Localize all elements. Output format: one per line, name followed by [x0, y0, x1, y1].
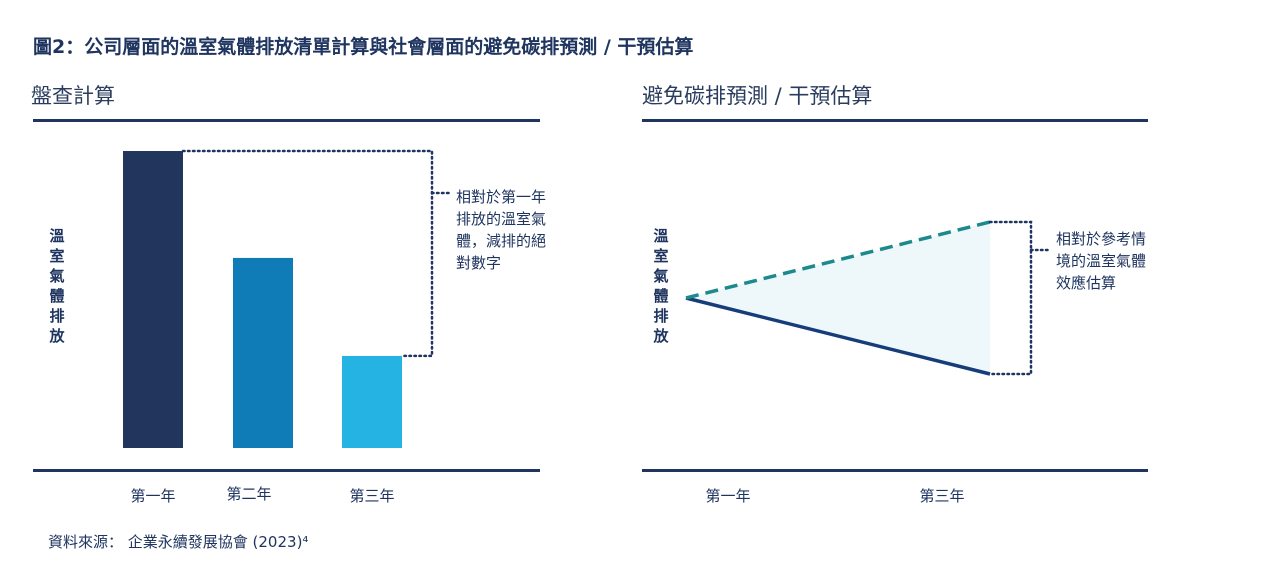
- right-y-axis-label-char: 氣: [653, 267, 669, 285]
- left-y-axis-label-char: 溫: [49, 227, 65, 245]
- left-top-rule: [33, 119, 540, 122]
- left-y-axis-label-char: 排: [49, 307, 65, 325]
- left-y-axis-label-char: 放: [49, 327, 65, 345]
- right-baseline: [642, 469, 1148, 472]
- right-y-axis-label-char: 溫: [653, 227, 669, 245]
- figure-title: 圖2：公司層面的溫室氣體排放清單計算與社會層面的避免碳排預測 / 干預估算: [33, 36, 694, 58]
- x-label-year2: 第二年: [226, 485, 272, 503]
- right-y-axis-label-char: 室: [653, 247, 669, 265]
- left-annotation: 相對於第一年 排放的溫室氣 體，減排的絕 對數字: [456, 188, 547, 272]
- bar-1: [123, 151, 183, 448]
- bar-2: [233, 257, 293, 448]
- right-annotation: 相對於參考情 境的溫室氣體 效應估算: [1056, 230, 1147, 292]
- right-panel-title: 避免碳排預測 / 干預估算: [642, 84, 873, 108]
- x-label-year3: 第三年: [349, 487, 395, 505]
- source-note: 資料來源： 企業永續發展協會 (2023)⁴: [48, 533, 309, 551]
- bar-3: [342, 355, 402, 448]
- right-y-axis-label-char: 放: [653, 327, 669, 345]
- x-label-year1: 第一年: [130, 487, 176, 505]
- reference-scenario-line: [685, 220, 991, 300]
- right-y-axis-label: 溫室氣體排放: [650, 226, 672, 346]
- right-y-axis-label-char: 排: [653, 307, 669, 325]
- left-panel-title: 盤查計算: [31, 84, 115, 108]
- left-y-axis-label-char: 體: [49, 287, 65, 305]
- actual-emissions-line: [685, 296, 991, 376]
- x-label-right-year1: 第一年: [705, 487, 751, 505]
- left-y-axis-label: 溫室氣體排放: [46, 226, 68, 346]
- right-effect-bracket: [988, 220, 1033, 376]
- left-y-axis-label-char: 室: [49, 247, 65, 265]
- right-y-axis-label-char: 體: [653, 287, 669, 305]
- x-label-right-year3: 第三年: [919, 487, 965, 505]
- right-top-rule: [642, 119, 1148, 122]
- left-baseline: [33, 469, 540, 472]
- avoided-emissions-area: [686, 222, 990, 374]
- left-y-axis-label-char: 氣: [49, 267, 65, 285]
- left-reduction-bracket: [181, 149, 434, 358]
